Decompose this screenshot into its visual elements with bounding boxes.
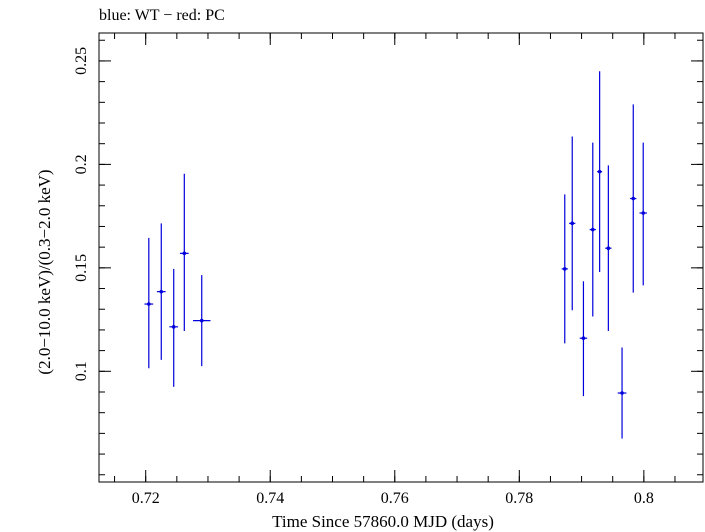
point-marker: [159, 289, 164, 294]
point-marker: [182, 251, 187, 256]
data-point: [156, 223, 166, 360]
data-point: [579, 281, 588, 397]
data-point: [193, 275, 211, 367]
data-point: [589, 142, 596, 317]
point-marker: [631, 196, 636, 201]
axis-ticks: [99, 33, 703, 482]
y-tick-label: 0.1: [73, 361, 90, 381]
x-tick-label: 0.8: [634, 490, 654, 507]
data-point: [617, 347, 627, 439]
x-tick-label: 0.72: [132, 490, 160, 507]
point-marker: [606, 246, 611, 250]
point-marker: [641, 211, 646, 215]
data-point: [597, 71, 603, 272]
chart-title: blue: WT − red: PC: [99, 7, 225, 24]
data-point: [561, 194, 568, 344]
point-marker: [562, 267, 567, 271]
data-point: [569, 136, 576, 311]
point-marker: [171, 325, 176, 329]
data-point: [605, 165, 612, 331]
tick-labels: 0.72 0.74 0.76 0.78 0.8 0.1 0.15 0.2 0.25: [73, 47, 654, 507]
point-marker: [570, 221, 575, 226]
point-marker: [147, 302, 151, 306]
point-marker: [597, 169, 602, 174]
x-tick-label: 0.76: [381, 490, 409, 507]
x-tick-label: 0.78: [505, 490, 533, 507]
y-tick-label: 0.15: [73, 254, 90, 282]
x-axis-label: Time Since 57860.0 MJD (days): [272, 512, 494, 531]
y-axis-label: (2.0−10.0 keV)/(0.3−2.0 keV): [35, 169, 54, 374]
y-tick-label: 0.25: [73, 47, 90, 75]
point-marker: [620, 391, 624, 395]
data-point: [179, 173, 189, 331]
point-marker: [590, 227, 595, 232]
data-point: [630, 104, 637, 293]
point-marker: [199, 318, 204, 323]
data-point: [144, 237, 154, 369]
data-points: [144, 71, 647, 439]
data-point: [639, 142, 647, 286]
y-tick-label: 0.2: [73, 154, 90, 174]
data-point: [169, 268, 179, 387]
x-tick-label: 0.74: [256, 490, 284, 507]
point-marker: [581, 336, 586, 340]
plot-frame: [98, 32, 704, 483]
